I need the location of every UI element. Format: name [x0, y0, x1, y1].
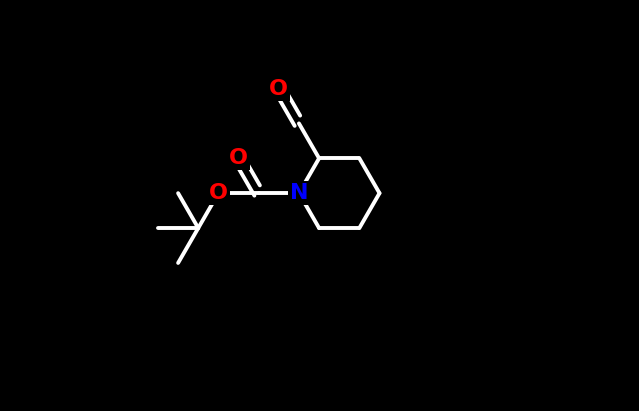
- Text: N: N: [289, 183, 308, 203]
- Text: O: O: [229, 148, 248, 168]
- Text: O: O: [269, 79, 288, 99]
- Text: O: O: [209, 183, 228, 203]
